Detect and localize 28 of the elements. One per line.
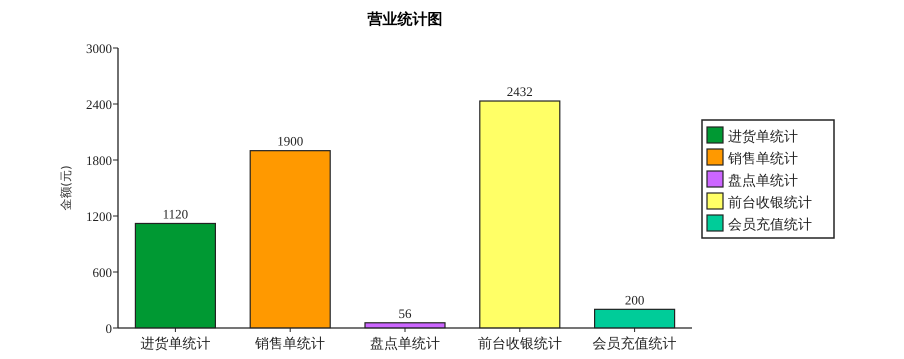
x-tick-label: 进货单统计 [140, 336, 210, 352]
data-label: 1120 [162, 206, 188, 222]
chart-title: 营业统计图 [366, 10, 442, 28]
y-tick-label: 600 [92, 265, 112, 280]
legend-item: 销售单统计 [706, 148, 798, 167]
y-axis-title: 金额(元) [59, 165, 73, 211]
x-tick-label: 销售单统计 [254, 336, 326, 352]
legend-item: 前台收银统计 [706, 192, 812, 211]
y-tick-label: 1800 [86, 153, 112, 168]
y-tick-label: 3000 [86, 41, 112, 56]
y-tick-label: 0 [106, 321, 112, 336]
y-tick-label: 1200 [86, 209, 112, 224]
legend-label: 前台收银统计 [728, 195, 812, 211]
x-tick-label: 会员充值统计 [592, 336, 677, 352]
legend-item: 会员充值统计 [706, 214, 812, 233]
legend-label: 盘点单统计 [728, 173, 798, 189]
data-label: 2432 [506, 84, 533, 100]
data-label: 200 [624, 292, 644, 308]
y-tick-label: 2400 [86, 97, 112, 112]
legend-label: 进货单统计 [728, 129, 798, 145]
x-tick-label: 盘点单统计 [370, 336, 440, 352]
legend-label: 销售单统计 [727, 151, 798, 167]
data-label: 1900 [277, 134, 304, 149]
x-tick-label: 前台收银统计 [478, 336, 562, 352]
data-label: 56 [398, 306, 412, 321]
legend-label: 会员充值统计 [728, 217, 812, 233]
legend-item: 盘点单统计 [706, 170, 798, 189]
legend-item: 进货单统计 [706, 126, 798, 145]
